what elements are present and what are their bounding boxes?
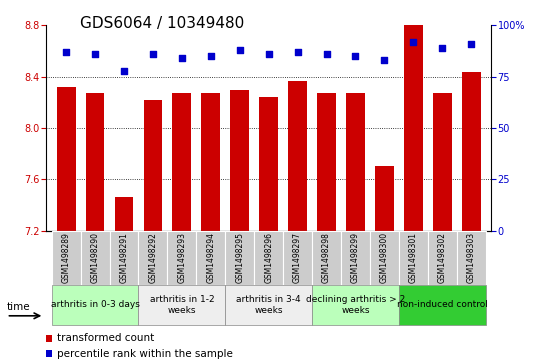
Point [120, 68, 129, 73]
Bar [231, 90, 249, 231]
FancyBboxPatch shape [312, 231, 341, 285]
Bar [259, 97, 278, 231]
FancyBboxPatch shape [225, 231, 254, 285]
FancyBboxPatch shape [138, 231, 167, 285]
Bar [317, 93, 336, 231]
Text: GSM1498298: GSM1498298 [322, 232, 331, 283]
FancyBboxPatch shape [80, 231, 110, 285]
Text: declining arthritis > 2
weeks: declining arthritis > 2 weeks [306, 295, 405, 315]
Bar [404, 25, 423, 231]
Text: GSM1498291: GSM1498291 [119, 232, 129, 283]
Text: GSM1498295: GSM1498295 [235, 232, 244, 283]
Point [409, 39, 417, 45]
Text: GSM1498297: GSM1498297 [293, 232, 302, 283]
FancyBboxPatch shape [399, 231, 428, 285]
FancyBboxPatch shape [52, 285, 138, 325]
Bar [375, 166, 394, 231]
Text: GSM1498296: GSM1498296 [264, 232, 273, 283]
Point [235, 47, 244, 53]
FancyBboxPatch shape [370, 231, 399, 285]
FancyBboxPatch shape [167, 231, 197, 285]
Text: GSM1498303: GSM1498303 [467, 232, 476, 283]
Bar [288, 81, 307, 231]
Text: time: time [6, 302, 30, 312]
FancyBboxPatch shape [283, 231, 312, 285]
Point [148, 51, 157, 57]
Text: arthritis in 1-2
weeks: arthritis in 1-2 weeks [150, 295, 214, 315]
FancyBboxPatch shape [399, 285, 485, 325]
FancyBboxPatch shape [428, 231, 457, 285]
Text: non-induced control: non-induced control [397, 301, 488, 309]
Point [380, 57, 389, 63]
Text: GDS6064 / 10349480: GDS6064 / 10349480 [80, 16, 244, 31]
Text: GSM1498299: GSM1498299 [351, 232, 360, 283]
Point [293, 49, 302, 55]
Point [265, 51, 273, 57]
FancyBboxPatch shape [457, 231, 485, 285]
Text: percentile rank within the sample: percentile rank within the sample [57, 348, 233, 359]
FancyBboxPatch shape [138, 285, 225, 325]
Point [206, 53, 215, 59]
Bar [172, 93, 191, 231]
FancyBboxPatch shape [52, 231, 80, 285]
Point [91, 51, 99, 57]
Bar [86, 93, 104, 231]
FancyBboxPatch shape [341, 231, 370, 285]
Text: GSM1498302: GSM1498302 [438, 232, 447, 283]
Point [467, 41, 476, 47]
Bar [144, 100, 163, 231]
Text: transformed count: transformed count [57, 333, 154, 343]
Point [322, 51, 331, 57]
FancyBboxPatch shape [197, 231, 225, 285]
FancyBboxPatch shape [110, 231, 138, 285]
Point [62, 49, 71, 55]
Bar [433, 93, 451, 231]
Bar [114, 197, 133, 231]
Text: GSM1498294: GSM1498294 [206, 232, 215, 283]
FancyBboxPatch shape [254, 231, 283, 285]
FancyBboxPatch shape [225, 285, 312, 325]
Text: GSM1498300: GSM1498300 [380, 232, 389, 283]
FancyBboxPatch shape [312, 285, 399, 325]
Point [178, 55, 186, 61]
Text: GSM1498290: GSM1498290 [91, 232, 99, 283]
Bar [57, 87, 76, 231]
Bar [346, 93, 365, 231]
Text: GSM1498289: GSM1498289 [62, 232, 71, 283]
Text: GSM1498301: GSM1498301 [409, 232, 418, 283]
Text: GSM1498292: GSM1498292 [148, 232, 158, 283]
Point [351, 53, 360, 59]
Bar [462, 72, 481, 231]
Text: arthritis in 0-3 days: arthritis in 0-3 days [51, 301, 139, 309]
Bar [201, 93, 220, 231]
Text: arthritis in 3-4
weeks: arthritis in 3-4 weeks [237, 295, 301, 315]
Text: GSM1498293: GSM1498293 [177, 232, 186, 283]
Point [438, 45, 447, 51]
